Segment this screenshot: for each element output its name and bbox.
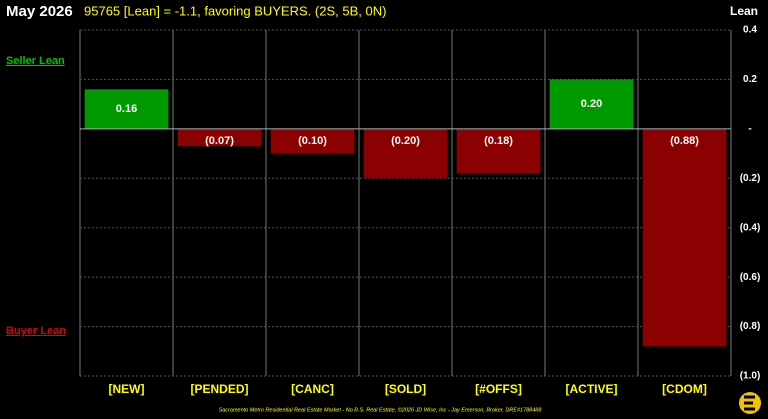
bar (177, 128, 262, 147)
x-tick-label: [ACTIVE] (566, 382, 618, 396)
y-tick-label: - (748, 123, 751, 134)
bar (363, 128, 448, 179)
logo (739, 392, 761, 414)
y-tick-label: 0.2 (743, 74, 757, 85)
bar (456, 128, 541, 174)
bar (642, 128, 727, 347)
value-label: 0.20 (581, 98, 602, 110)
seller-lean-label: Seller Lean (6, 55, 65, 67)
y-tick-label: (0.6) (740, 272, 761, 283)
value-label: (0.18) (484, 135, 513, 147)
y-tick-label: (0.8) (740, 321, 761, 332)
x-tick-label: [#OFFS] (475, 382, 522, 396)
x-tick-label: [CANC] (291, 382, 334, 396)
y-tick-label: 0.4 (743, 25, 757, 36)
value-label: 0.16 (116, 103, 137, 115)
chart-title: May 2026 (6, 3, 73, 20)
y-axis-label: Lean (730, 4, 758, 18)
x-tick-label: [PENDED] (190, 382, 248, 396)
y-tick-label: (1.0) (740, 371, 761, 382)
x-tick-label: [CDOM] (662, 382, 707, 396)
x-tick-label: [NEW] (109, 382, 145, 396)
y-tick-label: (0.4) (740, 222, 761, 233)
value-label: (0.20) (391, 135, 420, 147)
bar (549, 79, 634, 129)
footer: Sacramento Metro Residential Real Estate… (219, 406, 543, 413)
value-label: (0.10) (298, 135, 327, 147)
value-label: (0.88) (670, 135, 699, 147)
x-tick-label: [SOLD] (385, 382, 426, 396)
buyer-lean-label: Buyer Lean (6, 325, 66, 337)
bar (84, 89, 169, 129)
chart-subtitle: 95765 [Lean] = -1.1, favoring BUYERS. (2… (84, 3, 386, 18)
value-label: (0.07) (205, 135, 234, 147)
y-tick-label: (0.2) (740, 173, 761, 184)
bar (270, 128, 355, 154)
